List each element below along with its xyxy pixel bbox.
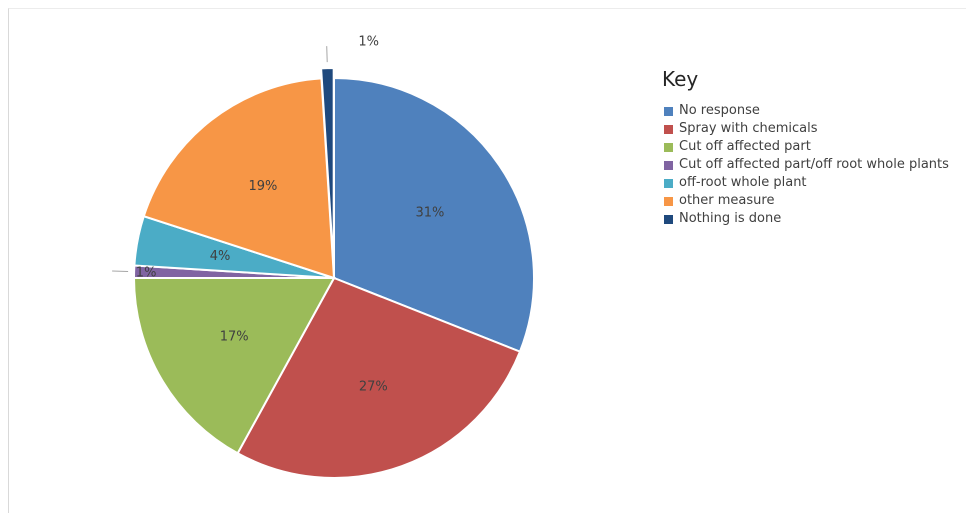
legend-swatch — [664, 161, 673, 170]
legend-label: Nothing is done — [679, 211, 782, 226]
legend-swatch — [664, 179, 673, 188]
data-label: 4% — [210, 249, 231, 264]
legend-item: No response — [662, 103, 968, 119]
pie-slice-cut-off-affected-part — [132, 277, 336, 455]
data-label: 19% — [248, 179, 277, 194]
leader-line — [112, 270, 129, 273]
pie-slice-nothing-is-done — [320, 67, 335, 269]
legend: Key No response Spray with chemicals Cut o… — [662, 67, 968, 229]
pie-slice-spray-with-chemicals — [236, 276, 522, 479]
data-label: 1% — [136, 266, 157, 281]
legend-swatch — [664, 107, 673, 116]
data-label: 27% — [359, 380, 388, 395]
pie-slice-no-response — [333, 76, 535, 353]
legend-label: No response — [679, 103, 760, 118]
legend-item: off-root whole plant — [662, 175, 968, 191]
legend-item: Spray with chemicals — [662, 121, 968, 137]
legend-item: Nothing is done — [662, 211, 968, 227]
legend-label: Cut off affected part — [679, 139, 811, 154]
data-label: 31% — [415, 205, 444, 220]
legend-item: Cut off affected part/off root whole pla… — [662, 157, 968, 173]
data-label: 17% — [220, 330, 249, 345]
legend-label: off-root whole plant — [679, 175, 807, 190]
leader-line — [326, 46, 328, 63]
legend-swatch — [664, 197, 673, 206]
legend-item: other measure — [662, 193, 968, 209]
legend-swatch — [664, 125, 673, 134]
pie-slice-other-measure — [142, 77, 336, 280]
legend-label: other measure — [679, 193, 775, 208]
pie-chart: 31% 27% 17% 1% 4% 19% 1% — [112, 35, 535, 479]
data-label: 1% — [358, 35, 379, 50]
chart-area: 31% 27% 17% 1% 4% 19% 1% Key No response Spray … — [8, 8, 966, 513]
legend-label: Cut off affected part/off root whole pla… — [679, 157, 949, 172]
legend-label: Spray with chemicals — [679, 121, 818, 136]
legend-title: Key — [662, 67, 699, 91]
legend-item: Cut off affected part — [662, 139, 968, 155]
legend-swatch — [664, 215, 673, 224]
legend-swatch — [664, 143, 673, 152]
